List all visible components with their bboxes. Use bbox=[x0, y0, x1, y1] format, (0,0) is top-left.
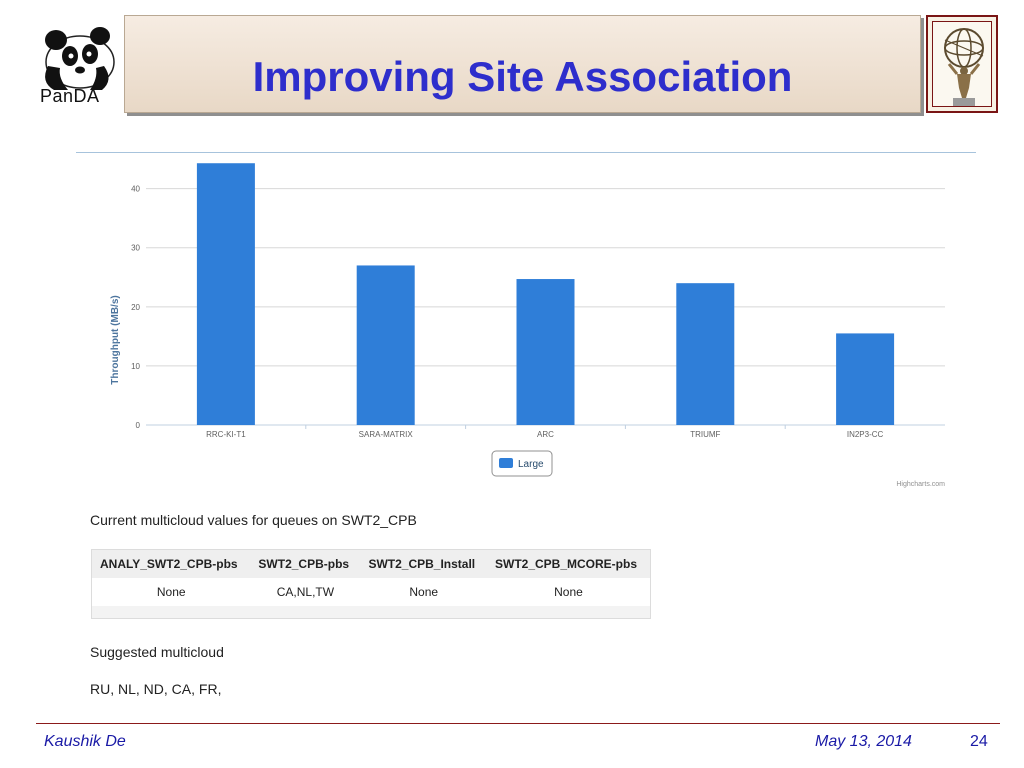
bar[interactable] bbox=[836, 333, 895, 425]
table-cell: None bbox=[91, 578, 251, 606]
footer-line bbox=[36, 723, 1000, 724]
atlas-statue-icon bbox=[944, 28, 984, 106]
bar[interactable] bbox=[196, 163, 255, 425]
bar[interactable] bbox=[676, 283, 735, 425]
chart-svg: 0 10 20 30 40 RRC-KI-T1 SARA-MATRIX ARC TRIUMF IN… bbox=[110, 163, 945, 488]
x-tick-label: RRC-KI-T1 bbox=[206, 430, 246, 439]
separator-line bbox=[76, 152, 976, 153]
y-tick-label: 20 bbox=[131, 303, 140, 312]
multicloud-table: ANALY_SWT2_CPB-pbs SWT2_CPB-pbs SWT2_CPB… bbox=[91, 549, 651, 619]
atlas-logo bbox=[926, 15, 998, 113]
table-header-cell: SWT2_CPB-pbs bbox=[250, 549, 361, 578]
table-row: None CA,NL,TW None None bbox=[91, 578, 651, 606]
y-tick-label: 30 bbox=[131, 244, 140, 253]
panda-logo bbox=[34, 22, 120, 108]
panda-logo-text: PanDA bbox=[40, 86, 100, 106]
legend-swatch bbox=[499, 458, 513, 468]
table-header-cell: ANALY_SWT2_CPB-pbs bbox=[91, 549, 251, 578]
y-axis-label: Throughput (MB/s) bbox=[110, 295, 121, 384]
throughput-chart: 0 10 20 30 40 RRC-KI-T1 SARA-MATRIX ARC TRIUMF IN… bbox=[76, 156, 976, 496]
suggested-label: Suggested multicloud bbox=[90, 644, 224, 660]
table-cell: None bbox=[486, 578, 651, 606]
panda-icon bbox=[45, 27, 115, 90]
page-title: Improving Site Association bbox=[252, 53, 793, 100]
legend[interactable]: Large bbox=[491, 450, 553, 477]
table-cell: CA,NL,TW bbox=[250, 578, 361, 606]
bar[interactable] bbox=[356, 265, 415, 425]
x-tick-label: TRIUMF bbox=[690, 430, 720, 439]
footer-date: May 13, 2014 bbox=[815, 733, 912, 750]
y-tick-label: 40 bbox=[131, 185, 140, 194]
x-tick-label: IN2P3-CC bbox=[847, 430, 884, 439]
multicloud-caption: Current multicloud values for queues on … bbox=[90, 512, 417, 528]
legend-label: Large bbox=[518, 459, 544, 470]
table-header-cell: SWT2_CPB_MCORE-pbs bbox=[486, 549, 651, 578]
table-empty-row bbox=[91, 606, 651, 619]
bar[interactable] bbox=[516, 279, 575, 425]
x-tick-label: ARC bbox=[537, 430, 554, 439]
table-cell: None bbox=[360, 578, 487, 606]
title-bar: Improving Site Association bbox=[124, 15, 921, 113]
suggested-value: RU, NL, ND, CA, FR, bbox=[90, 681, 222, 697]
chart-credit[interactable]: Highcharts.com bbox=[896, 481, 945, 488]
y-tick-label: 10 bbox=[131, 362, 140, 371]
table-header-cell: SWT2_CPB_Install bbox=[360, 549, 487, 578]
table-header-row: ANALY_SWT2_CPB-pbs SWT2_CPB-pbs SWT2_CPB… bbox=[91, 549, 651, 578]
footer-author: Kaushik De bbox=[44, 733, 126, 750]
x-tick-label: SARA-MATRIX bbox=[359, 430, 414, 439]
y-tick-label: 0 bbox=[136, 421, 141, 430]
page-number: 24 bbox=[970, 733, 988, 750]
